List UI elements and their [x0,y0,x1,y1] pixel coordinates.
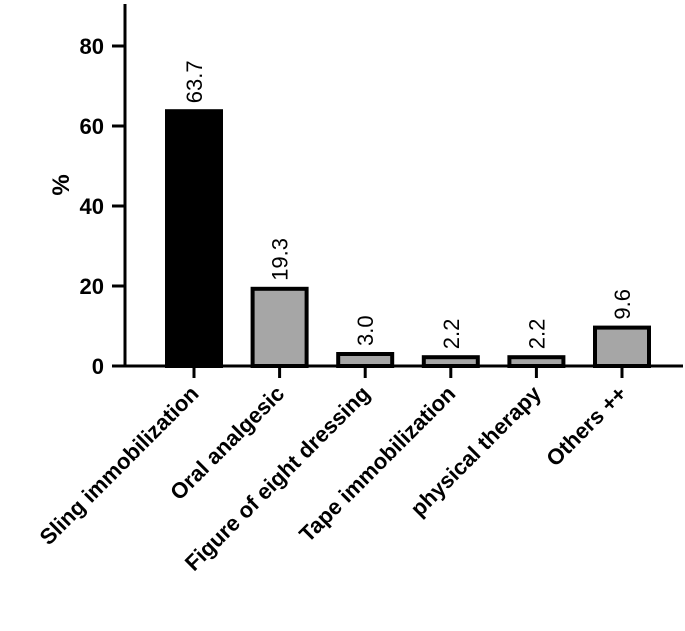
data-label: 2.2 [439,319,464,350]
bar [336,352,395,368]
y-axis-label: % [48,174,75,195]
data-label: 3.0 [353,315,378,346]
bar [165,109,223,368]
y-tick-label: 20 [80,274,104,299]
data-label: 2.2 [524,319,549,350]
x-tick-label: Tape immobilization [294,381,460,547]
bar [593,325,651,369]
data-label: 19.3 [268,238,293,281]
x-tick-label: Sling immobilization [35,381,204,550]
y-tick-label: 60 [80,114,104,139]
y-tick-label: 0 [92,354,104,379]
y-tick-label: 80 [80,34,104,59]
y-tick-label: 40 [80,194,104,219]
y-ticks-group: 0 20 40 60 80 [80,34,125,379]
data-labels-group: 63.7 19.3 3.0 2.2 2.2 9.6 [182,60,635,349]
x-tick-label: Others ++ [541,381,631,471]
x-ticks-group [192,366,624,378]
data-label: 63.7 [182,60,207,103]
bars-group [165,109,651,369]
data-label: 9.6 [610,289,635,320]
bar [250,286,309,368]
